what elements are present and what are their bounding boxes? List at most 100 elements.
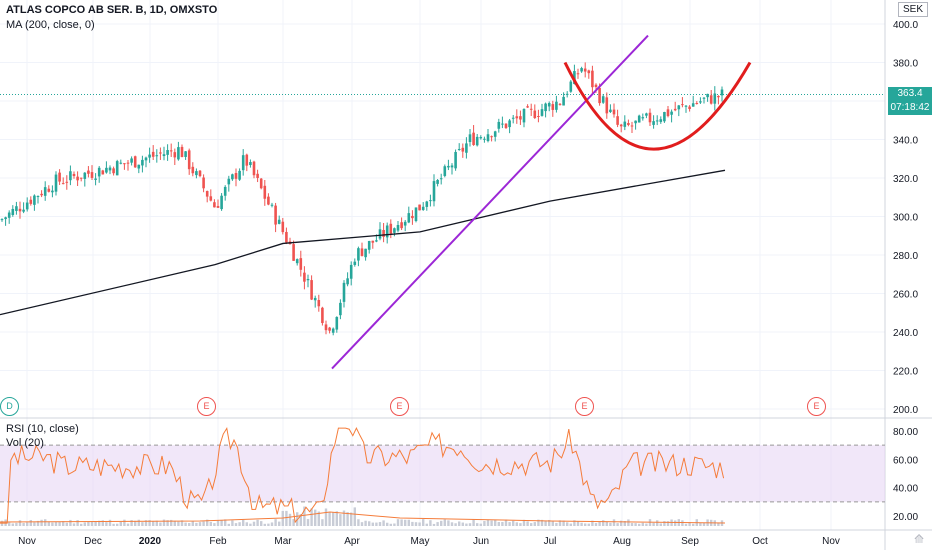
candle-body — [205, 191, 209, 197]
volume-bar — [627, 519, 630, 526]
volume-bar — [522, 519, 526, 526]
volume-bar — [681, 520, 684, 526]
candle-body — [72, 173, 76, 177]
volume-bar — [382, 520, 385, 526]
volume-bar — [544, 520, 547, 526]
volume-bar — [515, 522, 518, 526]
candle-body — [313, 297, 317, 301]
volume-bar — [108, 519, 112, 526]
candle-body — [540, 109, 544, 116]
rsi-line — [0, 426, 725, 524]
candle-body — [569, 81, 573, 92]
symbol-legend: ATLAS COPCO AB SER. B, 1D, OMXSTO — [6, 4, 218, 16]
volume-bar — [692, 523, 695, 526]
tradingview-logo-icon: ⟰ — [913, 532, 924, 546]
volume-bar — [688, 522, 691, 526]
candle-body — [457, 148, 461, 150]
volume-bar — [634, 523, 637, 526]
volume-bar — [436, 522, 439, 526]
volume-bar — [22, 523, 25, 526]
time-tick-label: May — [411, 536, 430, 547]
candle-body — [238, 170, 241, 180]
candle-body — [198, 170, 202, 177]
volume-bar — [504, 519, 508, 526]
candle-body — [245, 154, 249, 166]
volume-bar — [162, 519, 166, 526]
candle-body — [411, 215, 414, 219]
candle-body — [303, 272, 306, 282]
candle-body — [403, 221, 407, 226]
candle-body — [486, 134, 490, 142]
volume-bar — [238, 522, 241, 526]
cup-curve — [563, 61, 752, 151]
candle-body — [529, 108, 533, 110]
volume-bar — [425, 523, 428, 526]
candle-body — [25, 202, 29, 210]
candle-body — [105, 167, 108, 173]
volume-bar — [389, 523, 392, 526]
candle-body — [270, 204, 274, 206]
candle-body — [216, 206, 220, 208]
volume-bar — [584, 523, 587, 526]
event-marker-e[interactable]: E — [390, 397, 409, 416]
volume-bar — [458, 521, 461, 526]
time-tick-label: Feb — [209, 536, 227, 547]
candle-body — [191, 166, 195, 174]
candle-body — [508, 120, 511, 128]
volume-bar — [591, 520, 594, 526]
candle-body — [605, 97, 609, 114]
candle-body — [40, 193, 43, 196]
candle-body — [623, 121, 627, 127]
event-marker-d[interactable]: D — [0, 397, 19, 416]
candle-body — [346, 278, 349, 285]
candle-body — [353, 261, 357, 265]
volume-bar — [454, 523, 457, 526]
volume-bar — [310, 508, 313, 526]
candle-body — [267, 196, 270, 205]
volume-bar — [198, 522, 202, 526]
event-marker-e[interactable]: E — [197, 397, 216, 416]
volume-bar — [717, 522, 720, 526]
event-marker-e[interactable]: E — [807, 397, 826, 416]
volume-bar — [51, 522, 54, 526]
candle-body — [681, 104, 684, 106]
volume-bar — [80, 523, 83, 526]
candle-body — [285, 231, 288, 243]
volume-bar — [270, 522, 274, 526]
volume-bar — [512, 520, 515, 526]
volume-bar — [551, 521, 554, 526]
candle-body — [555, 101, 558, 110]
candle-body — [637, 115, 641, 123]
candle-body — [256, 173, 259, 178]
volume-bar — [267, 523, 270, 526]
candle-body — [666, 109, 670, 117]
candle-body — [137, 164, 141, 169]
volume-bar — [364, 520, 367, 526]
volume-bar — [101, 520, 104, 526]
candle-body — [223, 186, 227, 196]
candle-body — [166, 150, 169, 155]
event-marker-e[interactable]: E — [575, 397, 594, 416]
volume-bar — [368, 521, 371, 526]
volume-bar — [666, 521, 670, 526]
volume-bar — [26, 522, 29, 526]
volume-bar — [274, 519, 277, 526]
candle-body — [321, 307, 324, 324]
candle-body — [119, 162, 123, 164]
candle-body — [76, 176, 79, 181]
candle-body — [328, 327, 331, 331]
volume-bar — [375, 522, 378, 526]
volume-bar — [216, 520, 220, 526]
volume-bar — [429, 520, 432, 526]
volume-bar — [44, 519, 47, 526]
candle-body — [439, 178, 443, 180]
candle-body — [51, 190, 54, 193]
candle-body — [418, 204, 421, 211]
candle-body — [547, 103, 551, 107]
volume-bar — [15, 522, 18, 526]
currency-button[interactable]: SEK — [897, 2, 928, 17]
candle-body — [263, 185, 267, 199]
candle-body — [443, 166, 447, 176]
volume-bar — [148, 520, 151, 526]
